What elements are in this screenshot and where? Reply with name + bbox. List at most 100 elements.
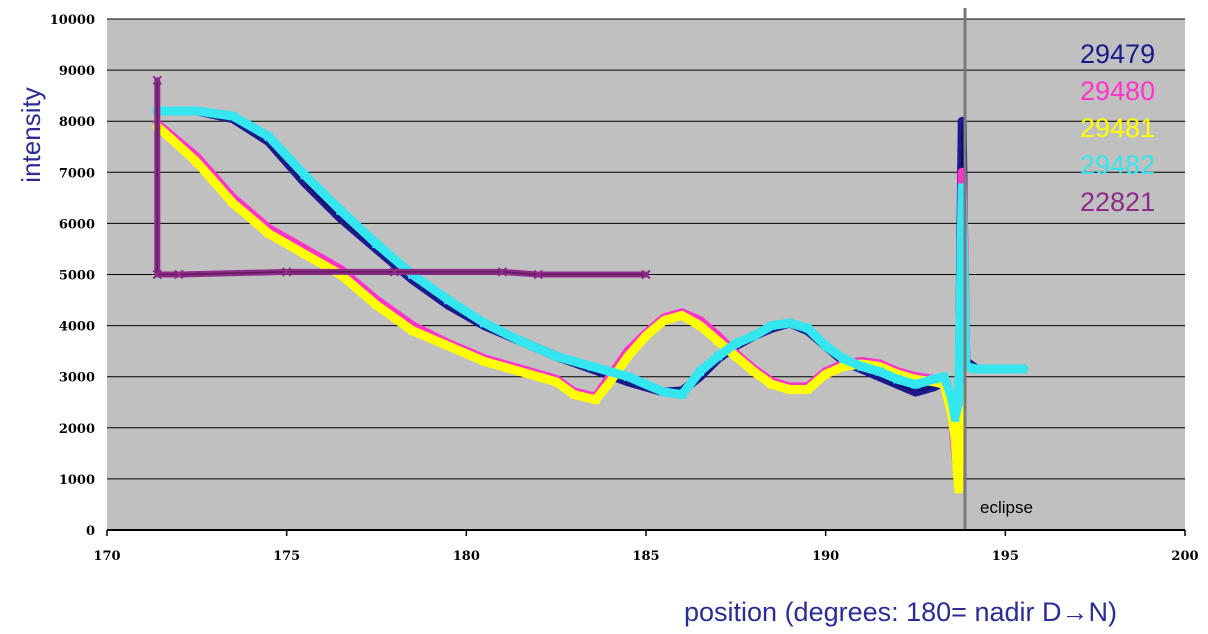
y-tick-label: 7000 [59,166,95,181]
data-point [659,315,669,325]
series-line [152,121,971,494]
data-point [856,361,867,372]
data-point [971,364,982,374]
data-point [946,392,957,402]
data-point [641,269,651,280]
y-tick-label: 3000 [59,371,95,386]
data-point [713,351,723,361]
data-point [785,384,795,394]
y-tick-label: 6000 [59,217,95,232]
data-point [605,376,615,386]
data-point [749,366,759,376]
data-point [623,371,633,382]
data-point [228,111,238,121]
series-line-core [156,80,646,276]
legend-item-29482: 29482 [1080,150,1155,180]
data-point [874,366,885,377]
y-tick-label: 0 [86,524,95,539]
y-tick-label: 10000 [50,13,95,28]
data-point [407,325,417,335]
data-point [928,374,939,384]
x-tick-label: 190 [812,549,839,564]
data-point [299,170,310,180]
data-point [731,351,741,361]
data-point [821,369,831,379]
data-point [551,351,561,361]
data-point [803,384,813,394]
y-tick-label: 8000 [59,115,95,130]
data-point [820,341,831,351]
data-point [335,205,346,216]
data-point [838,354,849,364]
axis-ticks: 0 1000 2000 3000 4000 5000 6000 7000 8000 9000 100… [50,13,1199,564]
data-point [767,320,777,331]
data-point [950,433,960,443]
data-point [591,394,601,404]
data-point [263,131,274,142]
data-point [264,228,274,238]
x-tick-label: 185 [632,549,659,564]
data-point [623,351,633,361]
data-point [443,341,453,351]
data-point [802,323,813,333]
data-point [767,379,777,389]
data-point [300,249,310,259]
legend-item-29481: 29481 [1080,113,1155,143]
data-point [839,361,849,371]
gridlines [107,18,1185,480]
data-point [785,318,795,328]
data-point [939,371,949,382]
legend: 29479 29480 29481 29482 22821 [1080,39,1155,217]
y-tick-label: 2000 [59,422,95,437]
data-point [192,157,202,167]
x-tick-label: 180 [453,549,480,564]
data-point [953,397,964,407]
data-point [192,106,202,116]
data-point [515,366,525,376]
data-point [892,374,903,384]
data-point [152,75,163,86]
data-point [659,387,669,397]
data-point [443,295,454,305]
series-29482 [152,106,1029,423]
data-point [587,361,597,372]
legend-item-29480: 29480 [1080,76,1155,106]
data-point [677,310,687,320]
data-point [641,330,651,340]
data-point [911,388,920,397]
y-tick-label: 1000 [59,473,95,488]
x-tick-label: 170 [93,549,120,564]
series-22821 [152,75,651,280]
data-point [497,267,507,277]
x-axis-title: position (degrees: 180= nadir D→N) [684,597,1117,627]
data-point [551,376,561,386]
y-tick-label: 9000 [59,64,95,79]
data-point [954,484,964,494]
legend-item-29479: 29479 [1080,39,1155,69]
data-point [389,267,400,277]
data-point [958,168,966,176]
data-point [372,300,381,310]
data-point [950,412,960,423]
data-point [152,269,163,280]
data-point [515,336,525,346]
data-point [479,356,489,366]
data-point [533,269,543,280]
y-tick-label: 4000 [59,320,95,335]
x-tick-label: 175 [273,549,300,564]
data-point [479,318,490,328]
data-point [281,267,292,277]
data-point [695,320,705,330]
data-point [371,239,382,249]
y-tick-label: 5000 [59,269,95,284]
data-point [713,335,723,345]
y-axis-title: intensity [16,87,46,182]
data-point [569,389,579,399]
data-point [677,389,687,400]
data-point [228,197,238,207]
data-point [731,338,741,349]
data-point [1018,364,1029,374]
series-group [152,75,1029,494]
eclipse-annotation: eclipse [980,498,1033,517]
